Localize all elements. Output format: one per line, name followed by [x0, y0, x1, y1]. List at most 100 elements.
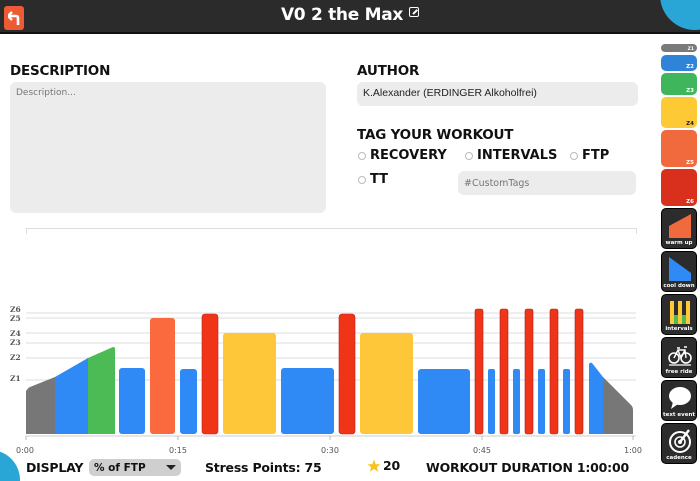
cadence-gauge-icon: [669, 429, 691, 453]
description-input[interactable]: [10, 82, 326, 213]
stars-count: 20: [367, 458, 400, 473]
x-tick-45: 0:45: [473, 446, 491, 455]
warmup-segment-z2: [55, 358, 88, 434]
x-tick-30: 0:30: [321, 446, 339, 455]
display-label: DISPLAY: [26, 460, 84, 475]
interval-off: [563, 369, 570, 434]
interval-on: [574, 308, 584, 435]
chart-border-right: [636, 228, 637, 234]
warmup-button-label: warm up: [665, 240, 693, 246]
block-recovery: [180, 369, 197, 434]
block-recovery: [418, 369, 470, 434]
intervals-button-label: intervals: [665, 326, 693, 332]
interval-off: [538, 369, 545, 434]
zone-button-label: Z5: [686, 160, 694, 166]
zone-button-z5[interactable]: Z5: [661, 130, 697, 167]
display-select-value: % of FTP: [94, 461, 146, 474]
x-tick-60: 1:00: [624, 446, 642, 455]
display-select[interactable]: % of FTP: [89, 459, 181, 476]
warmup-ramp-icon: [669, 214, 691, 238]
zone-button-z2[interactable]: Z2: [661, 55, 697, 71]
block-z4: [360, 333, 413, 434]
zone-label-z1: Z1: [10, 374, 21, 383]
author-field[interactable]: K.Alexander (ERDINGER Alkoholfrei): [357, 82, 638, 106]
cadence-button-label: cadence: [666, 455, 692, 461]
cooldown-ramp-icon: [669, 257, 691, 281]
interval-on: [474, 308, 484, 435]
custom-tags-input[interactable]: [458, 171, 636, 195]
intervals-button[interactable]: intervals: [661, 294, 697, 335]
cooldown-segment-z2: [589, 362, 603, 434]
zone-button-label: Z2: [686, 64, 694, 70]
bicycle-icon: [668, 346, 692, 366]
tag-label: RECOVERY: [370, 148, 447, 163]
zone-button-label: Z4: [686, 121, 694, 127]
block-z6: [338, 313, 356, 435]
block-z5: [150, 318, 175, 434]
tag-option-tt[interactable]: TT: [358, 172, 388, 187]
warmup-segment-z3: [88, 347, 115, 434]
zone-button-label: Z1: [687, 47, 694, 52]
free-ride-button[interactable]: free ride: [661, 337, 697, 378]
block-recovery: [281, 368, 334, 434]
zone-button-label: Z6: [686, 199, 694, 205]
zone-label-z6: Z6: [10, 305, 21, 314]
chart-border-left: [26, 228, 27, 234]
zone-label-z2: Z2: [10, 353, 21, 362]
tag-workout-label: TAG YOUR WORKOUT: [357, 127, 514, 143]
block-recovery: [119, 368, 145, 434]
edit-icon[interactable]: [409, 7, 420, 17]
tag-label: TT: [370, 172, 389, 187]
interval-on: [499, 308, 509, 435]
block-z4: [223, 333, 276, 434]
block-z6: [201, 313, 219, 435]
interval-off: [488, 369, 495, 434]
x-tick-0: 0:00: [16, 446, 34, 455]
text-event-button[interactable]: text event: [661, 380, 697, 421]
zone-label-z5: Z5: [10, 314, 21, 323]
interval-on: [549, 308, 559, 435]
radio-ftp[interactable]: [570, 151, 578, 160]
workout-title[interactable]: V0 2 the Max: [280, 5, 404, 25]
zone-button-z1[interactable]: Z1: [661, 44, 697, 52]
interval-on: [524, 308, 534, 435]
stress-points: Stress Points: 75: [205, 460, 322, 475]
chart-top-border: [26, 228, 636, 229]
zone-button-label: Z3: [686, 88, 694, 94]
free-ride-button-label: free ride: [665, 369, 693, 375]
zone-label-z4: Z4: [10, 329, 21, 338]
cooldown-button[interactable]: cool down: [661, 251, 697, 292]
warmup-button[interactable]: warm up: [661, 208, 697, 249]
text-event-button-label: text event: [662, 412, 696, 418]
zone-button-z4[interactable]: Z4: [661, 97, 697, 128]
speech-bubble-icon: [669, 387, 691, 409]
warmup-segment-z1: [26, 377, 55, 434]
zone-button-z3[interactable]: Z3: [661, 73, 697, 95]
star-icon: [367, 459, 381, 472]
stars-value: 20: [383, 458, 400, 473]
title-bar: V0 2 the Max: [0, 0, 700, 34]
x-tick-15: 0:15: [169, 446, 187, 455]
chevron-down-icon: [166, 465, 176, 470]
cooldown-button-label: cool down: [663, 283, 695, 289]
tag-label: FTP: [582, 148, 610, 163]
radio-tt[interactable]: [358, 175, 366, 184]
intervals-icon: [670, 301, 690, 324]
cadence-button[interactable]: cadence: [661, 423, 697, 464]
tag-option-recovery[interactable]: RECOVERY: [358, 148, 447, 163]
zone-button-z6[interactable]: Z6: [661, 169, 697, 206]
workout-chart[interactable]: [0, 0, 660, 481]
tag-option-ftp[interactable]: FTP: [570, 148, 609, 163]
tag-option-intervals[interactable]: INTERVALS: [465, 148, 557, 163]
radio-recovery[interactable]: [358, 151, 366, 160]
radio-intervals[interactable]: [465, 151, 473, 160]
back-arrow-icon: [8, 11, 20, 25]
zone-label-z3: Z3: [10, 338, 21, 347]
workout-duration: WORKOUT DURATION 1:00:00: [426, 460, 629, 475]
interval-off: [513, 369, 520, 434]
cooldown-segment-z1: [603, 377, 633, 434]
back-button[interactable]: [4, 6, 24, 30]
author-label: AUTHOR: [357, 63, 420, 79]
tag-label: INTERVALS: [477, 148, 558, 163]
description-label: DESCRIPTION: [10, 63, 111, 79]
